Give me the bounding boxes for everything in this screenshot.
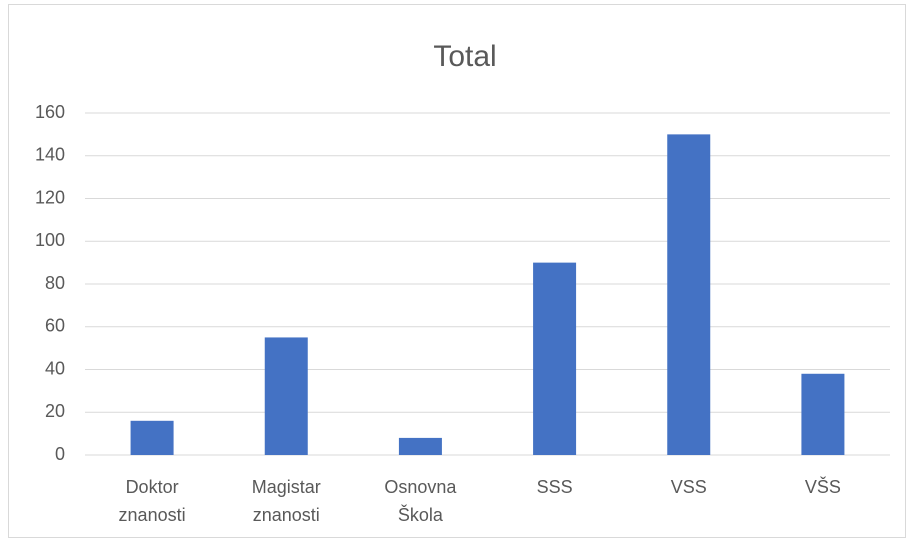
- x-tick-label: Doktor znanosti: [118, 477, 186, 525]
- y-tick-label: 80: [45, 273, 65, 293]
- bar: [801, 373, 845, 455]
- y-tick-label: 40: [45, 358, 65, 378]
- bar: [533, 262, 577, 455]
- y-tick-label: 160: [35, 102, 65, 122]
- y-tick-label: 140: [35, 145, 65, 165]
- bar: [130, 420, 174, 455]
- x-tick-label: Osnovna Škola: [384, 477, 457, 525]
- bar: [398, 437, 442, 455]
- chart-border: [8, 4, 906, 538]
- y-tick-label: 60: [45, 316, 65, 336]
- x-tick-label: VŠS: [804, 477, 841, 497]
- chart-title: Total: [433, 40, 496, 73]
- y-tick-label: 100: [35, 230, 65, 250]
- y-tick-label: 120: [35, 187, 65, 207]
- x-tick-label: SSS: [536, 477, 573, 497]
- x-tick-label: VSS: [670, 477, 707, 497]
- y-tick-label: 0: [55, 444, 65, 464]
- bar: [667, 134, 711, 455]
- bar: [264, 337, 308, 455]
- y-tick-label: 20: [45, 401, 65, 421]
- x-tick-label: Magistar znanosti: [251, 477, 321, 525]
